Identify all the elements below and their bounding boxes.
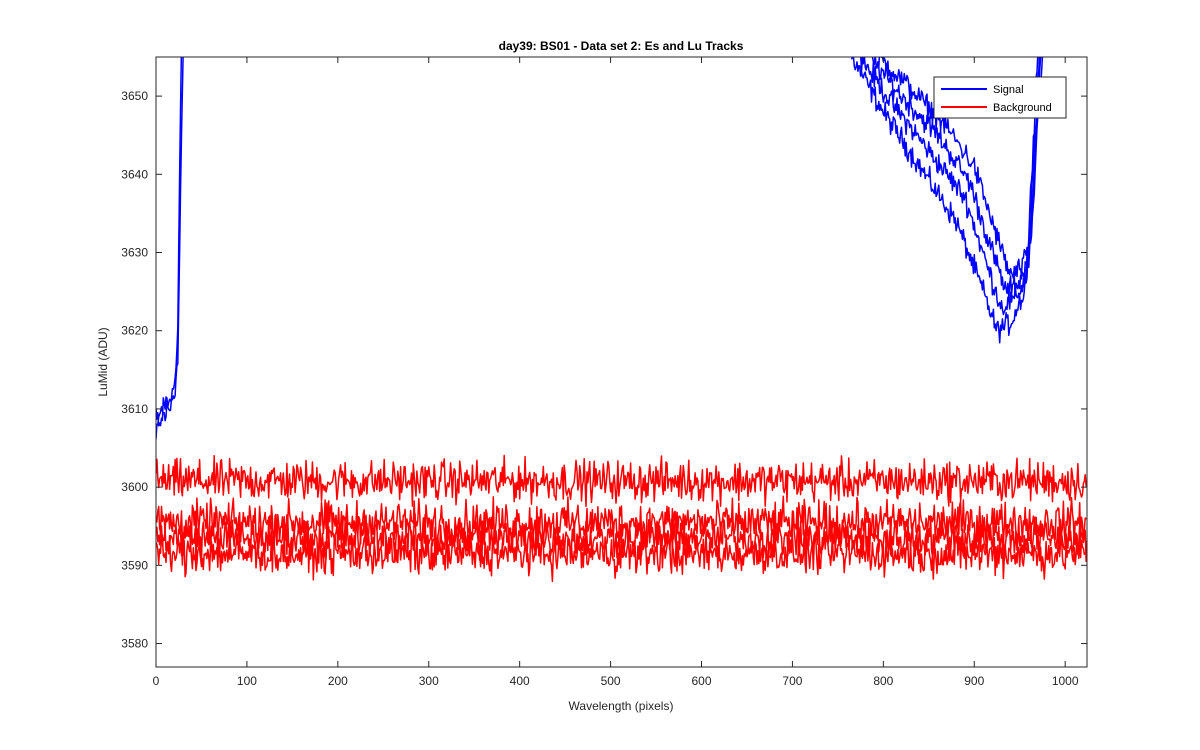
legend-label-signal: Signal — [993, 84, 1024, 96]
y-tick-label: 3640 — [121, 167, 148, 181]
legend-label-background: Background — [993, 102, 1052, 114]
series-line-background-1 — [156, 495, 1087, 548]
legend: Signal Background — [933, 76, 1067, 119]
y-tick-label: 3600 — [121, 480, 148, 494]
y-tick-label: 3590 — [121, 558, 148, 572]
y-axis-label: LuMid (ADU) — [96, 327, 110, 396]
series-line-signal-5 — [878, 57, 1044, 279]
series-line-signal-3 — [860, 57, 1040, 316]
series-line-signal-4 — [871, 57, 1042, 299]
series-line-signal-1 — [156, 57, 183, 427]
series-line-signal-2 — [850, 57, 1039, 344]
x-tick-label: 500 — [601, 674, 621, 688]
x-tick-label: 700 — [782, 674, 802, 688]
y-tick-label: 3650 — [121, 89, 148, 103]
x-tick-label: 800 — [873, 674, 893, 688]
series-line-background-0 — [156, 454, 1087, 508]
x-tick-label: 100 — [237, 674, 257, 688]
legend-box — [933, 76, 1067, 119]
axis-ticks: 0 100 200 300 400 500 600 700 800 900 1000 3580 3590… — [121, 57, 1087, 688]
x-tick-label: 300 — [419, 674, 439, 688]
x-tick-label: 200 — [328, 674, 348, 688]
y-tick-label: 3580 — [121, 637, 148, 651]
x-tick-label: 600 — [691, 674, 711, 688]
y-tick-label: 3620 — [121, 324, 148, 338]
x-tick-label: 1000 — [1052, 674, 1079, 688]
x-tick-label: 900 — [964, 674, 984, 688]
y-tick-label: 3610 — [121, 402, 148, 416]
y-tick-label: 3630 — [121, 246, 148, 260]
x-axis-label: Wavelength (pixels) — [569, 699, 674, 713]
chart-title: day39: BS01 - Data set 2: Es and Lu Trac… — [499, 39, 744, 53]
plot-frame — [155, 56, 1088, 668]
series-line-background-3 — [156, 525, 1087, 583]
series-layer — [156, 57, 1087, 583]
x-tick-label: 0 — [153, 674, 160, 688]
x-tick-label: 400 — [510, 674, 530, 688]
